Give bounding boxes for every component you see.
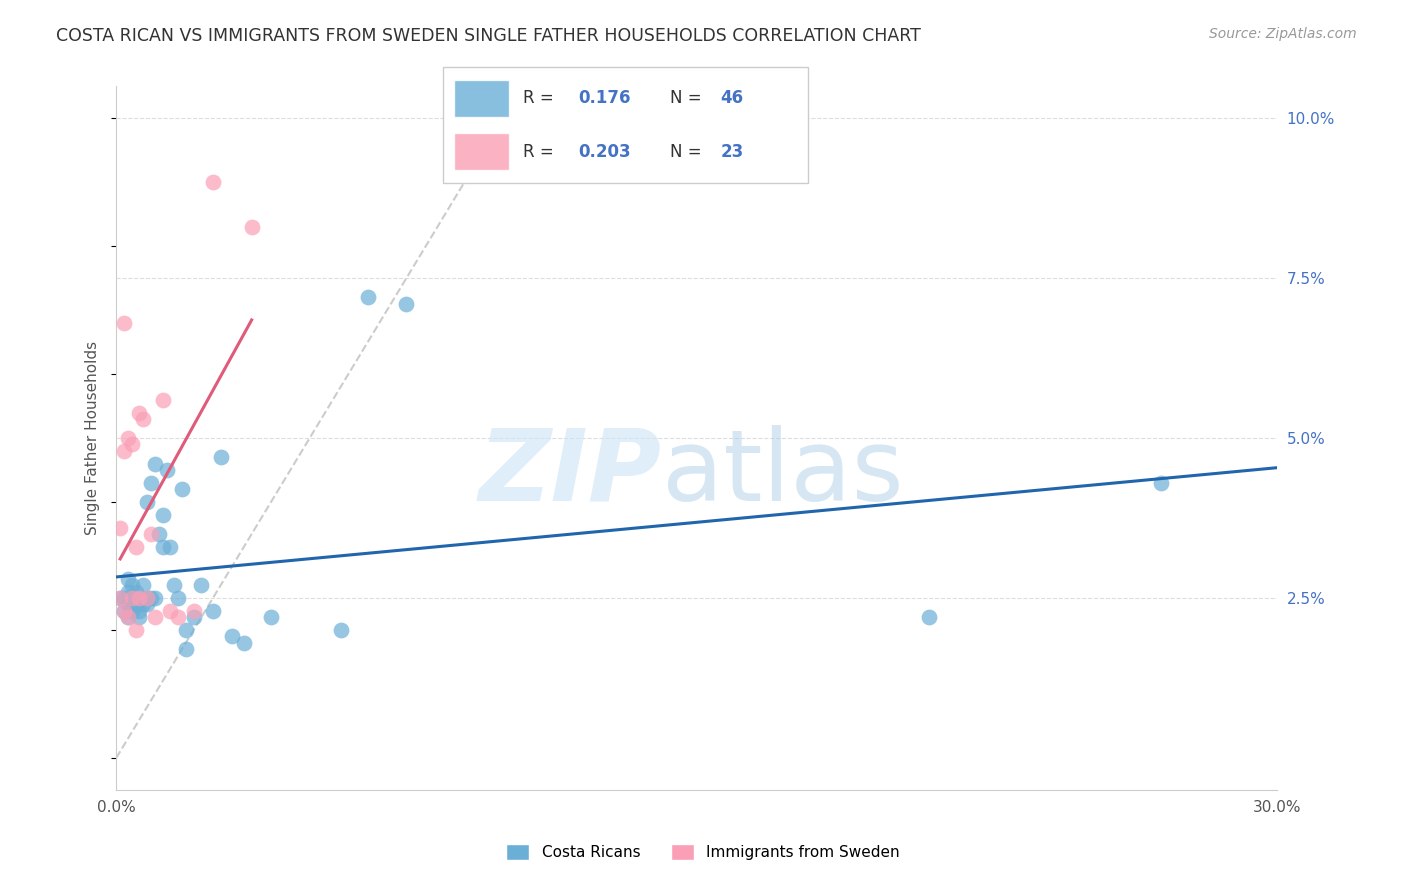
Point xyxy=(117,598,139,612)
Point xyxy=(174,623,197,637)
Point xyxy=(201,604,224,618)
Point xyxy=(143,591,166,605)
Point xyxy=(108,591,131,605)
Point xyxy=(124,584,146,599)
Point xyxy=(121,591,143,605)
Point xyxy=(121,604,143,618)
Point xyxy=(183,610,205,624)
Point xyxy=(183,604,205,618)
Point xyxy=(139,527,162,541)
Point xyxy=(112,591,135,605)
Point xyxy=(159,604,181,618)
Point xyxy=(117,572,139,586)
Point xyxy=(136,495,159,509)
Point xyxy=(124,623,146,637)
Point xyxy=(357,290,380,304)
Point xyxy=(240,220,263,235)
Point xyxy=(170,482,193,496)
Point xyxy=(124,540,146,554)
Point xyxy=(232,636,254,650)
Point xyxy=(124,598,146,612)
FancyBboxPatch shape xyxy=(454,79,509,117)
Text: 0.203: 0.203 xyxy=(578,143,631,161)
Text: R =: R = xyxy=(523,89,560,107)
Point xyxy=(917,610,939,624)
Point xyxy=(132,412,155,426)
Y-axis label: Single Father Households: Single Father Households xyxy=(86,341,100,535)
Point xyxy=(136,591,159,605)
Point xyxy=(117,610,139,624)
Text: 0.176: 0.176 xyxy=(578,89,631,107)
Point xyxy=(201,175,224,189)
Point xyxy=(143,457,166,471)
Point xyxy=(128,604,150,618)
Point xyxy=(108,521,131,535)
Point xyxy=(117,610,139,624)
Text: R =: R = xyxy=(523,143,560,161)
Point xyxy=(159,540,181,554)
Text: atlas: atlas xyxy=(662,425,903,522)
Point xyxy=(167,610,190,624)
Text: N =: N = xyxy=(669,143,706,161)
Text: COSTA RICAN VS IMMIGRANTS FROM SWEDEN SINGLE FATHER HOUSEHOLDS CORRELATION CHART: COSTA RICAN VS IMMIGRANTS FROM SWEDEN SI… xyxy=(56,27,921,45)
Point xyxy=(148,527,170,541)
Point xyxy=(136,591,159,605)
Point xyxy=(108,591,131,605)
Text: Source: ZipAtlas.com: Source: ZipAtlas.com xyxy=(1209,27,1357,41)
Point xyxy=(136,598,159,612)
Point xyxy=(143,610,166,624)
FancyBboxPatch shape xyxy=(443,67,808,183)
Point xyxy=(117,431,139,445)
Point xyxy=(139,591,162,605)
Point xyxy=(1149,475,1171,490)
Point xyxy=(128,591,150,605)
Point xyxy=(152,540,174,554)
Point xyxy=(121,578,143,592)
Point xyxy=(117,584,139,599)
Point xyxy=(167,591,190,605)
Point xyxy=(174,642,197,657)
Point xyxy=(395,297,418,311)
Text: 46: 46 xyxy=(721,89,744,107)
Point xyxy=(132,578,155,592)
Point xyxy=(132,598,155,612)
Point xyxy=(128,405,150,419)
Point xyxy=(128,610,150,624)
Text: 23: 23 xyxy=(721,143,744,161)
Point xyxy=(260,610,283,624)
Point xyxy=(163,578,186,592)
Point xyxy=(112,604,135,618)
Point xyxy=(155,463,177,477)
Text: N =: N = xyxy=(669,89,706,107)
Point xyxy=(121,591,143,605)
Text: ZIP: ZIP xyxy=(478,425,662,522)
Point xyxy=(112,604,135,618)
FancyBboxPatch shape xyxy=(454,133,509,170)
Point xyxy=(152,508,174,522)
Point xyxy=(221,629,243,643)
Point xyxy=(112,443,135,458)
Point xyxy=(329,623,352,637)
Point xyxy=(152,392,174,407)
Point xyxy=(139,475,162,490)
Point xyxy=(121,437,143,451)
Point xyxy=(209,450,232,465)
Point xyxy=(190,578,212,592)
Point xyxy=(112,316,135,330)
Point xyxy=(124,598,146,612)
Legend: Costa Ricans, Immigrants from Sweden: Costa Ricans, Immigrants from Sweden xyxy=(501,838,905,866)
